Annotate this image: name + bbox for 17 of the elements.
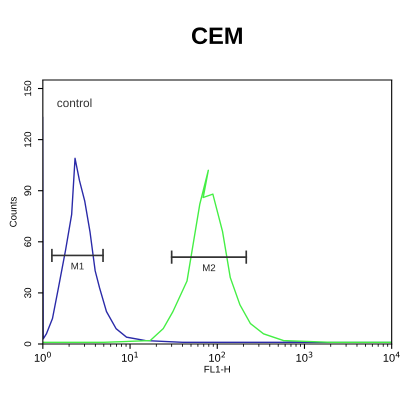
annotation: control [57, 98, 92, 108]
x-axis-title: FL1-H [204, 366, 230, 373]
x-tick-label: 10$^{2}$ [209, 352, 226, 362]
y-tick-label: 0 [24, 342, 32, 346]
y-tick-label: 120 [24, 132, 32, 147]
annotation: M1 [72, 262, 84, 270]
chart-title: CEM [192, 27, 242, 44]
y-tick-label: 150 [24, 80, 32, 96]
x-tick-label: 10$^{4}$ [384, 352, 400, 362]
y-tick-label: 90 [24, 186, 32, 196]
x-tick-label: 10$^{0}$ [34, 352, 51, 362]
y-tick-label: 60 [24, 236, 32, 247]
x-tick-label: 10$^{1}$ [122, 352, 138, 362]
x-tick-label: 10$^{3}$ [296, 352, 312, 362]
annotation: M2 [203, 264, 216, 272]
y-axis-title: Counts [10, 196, 17, 227]
y-tick-label: 30 [24, 288, 32, 298]
